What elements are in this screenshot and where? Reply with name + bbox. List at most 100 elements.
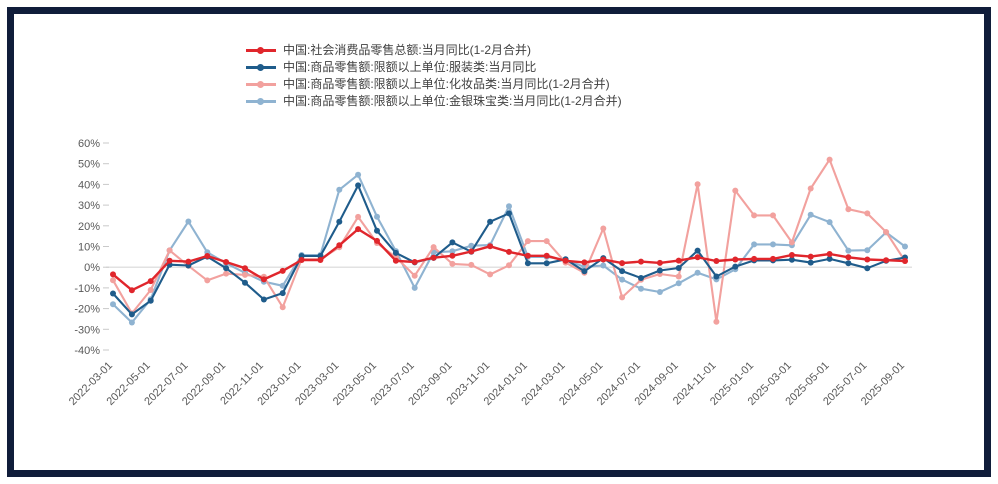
data-point bbox=[204, 253, 211, 259]
line-marker-icon bbox=[246, 47, 276, 55]
data-point bbox=[826, 255, 833, 262]
data-point bbox=[902, 243, 908, 250]
data-point bbox=[656, 289, 663, 295]
data-point bbox=[656, 267, 663, 274]
data-point bbox=[468, 261, 475, 268]
y-axis-label: 30% bbox=[78, 200, 100, 212]
data-point bbox=[807, 185, 814, 192]
data-point bbox=[430, 254, 437, 261]
data-point bbox=[487, 243, 494, 250]
data-point bbox=[166, 257, 173, 264]
data-point bbox=[788, 252, 795, 258]
data-point bbox=[279, 304, 286, 311]
data-point bbox=[694, 269, 701, 276]
data-point bbox=[751, 255, 758, 262]
line-marker-icon bbox=[246, 64, 276, 72]
data-point bbox=[562, 257, 569, 264]
data-point bbox=[506, 203, 512, 210]
data-point bbox=[355, 171, 362, 178]
data-point bbox=[845, 247, 852, 254]
legend-label: 中国:商品零售额:限额以上单位:服装类:当月同比 bbox=[283, 60, 537, 74]
data-point bbox=[694, 181, 701, 188]
data-point bbox=[223, 259, 230, 265]
data-point bbox=[638, 258, 644, 265]
data-point bbox=[147, 287, 154, 293]
y-axis-label: 20% bbox=[78, 221, 100, 233]
data-point bbox=[694, 247, 701, 254]
data-point bbox=[675, 280, 682, 287]
data-point bbox=[524, 238, 531, 245]
data-point bbox=[807, 211, 814, 218]
data-point bbox=[279, 282, 286, 289]
data-point bbox=[619, 260, 626, 267]
data-point bbox=[128, 311, 135, 318]
data-point bbox=[826, 219, 833, 226]
series-line-2 bbox=[111, 158, 907, 323]
data-point bbox=[770, 241, 776, 248]
data-point bbox=[524, 252, 531, 259]
y-axis-label: -10% bbox=[74, 283, 100, 295]
data-point bbox=[732, 187, 739, 194]
data-point bbox=[166, 247, 173, 254]
data-point bbox=[619, 268, 626, 275]
data-point bbox=[355, 226, 362, 233]
data-point bbox=[883, 257, 890, 264]
y-axis-label: -40% bbox=[74, 345, 100, 357]
data-point bbox=[770, 255, 776, 262]
data-point bbox=[110, 271, 116, 278]
data-point bbox=[242, 265, 248, 272]
data-point bbox=[374, 227, 380, 234]
data-point bbox=[223, 270, 230, 277]
data-point bbox=[411, 272, 418, 279]
data-point bbox=[279, 290, 286, 297]
data-point bbox=[185, 258, 192, 265]
data-point bbox=[902, 258, 908, 264]
y-axis-label: 60% bbox=[78, 138, 100, 150]
marker-dot-icon bbox=[257, 98, 264, 106]
data-point bbox=[751, 241, 758, 248]
marker-dot-icon bbox=[257, 47, 264, 55]
data-point bbox=[204, 277, 211, 284]
data-point bbox=[411, 284, 418, 291]
data-point bbox=[147, 278, 154, 285]
data-point bbox=[713, 273, 720, 280]
data-point bbox=[449, 252, 456, 259]
data-point bbox=[242, 271, 248, 278]
data-point bbox=[732, 256, 739, 263]
data-point bbox=[675, 257, 682, 264]
chart-legend: 中国:社会消费品零售总额:当月同比(1-2月合并) 中国:商品零售额:限额以上单… bbox=[246, 42, 622, 110]
data-point bbox=[864, 256, 871, 263]
data-point bbox=[788, 239, 795, 246]
data-point bbox=[147, 297, 154, 304]
data-point bbox=[336, 186, 343, 193]
data-point bbox=[694, 254, 701, 261]
legend-label: 中国:社会消费品零售总额:当月同比(1-2月合并) bbox=[283, 43, 532, 57]
data-point bbox=[449, 239, 456, 246]
data-point bbox=[110, 277, 116, 284]
data-point bbox=[449, 248, 456, 255]
data-point bbox=[619, 294, 626, 301]
legend-label: 中国:商品零售额:限额以上单位:金银珠宝类:当月同比(1-2月合并) bbox=[283, 94, 622, 108]
data-point bbox=[619, 276, 626, 283]
data-point bbox=[864, 265, 871, 272]
data-point bbox=[110, 301, 116, 308]
data-point bbox=[713, 258, 720, 264]
data-point bbox=[468, 242, 475, 249]
legend-label: 中国:商品零售额:限额以上单位:化妆品类:当月同比(1-2月合并) bbox=[283, 77, 610, 91]
data-point bbox=[864, 210, 871, 217]
data-point bbox=[260, 296, 267, 303]
data-point bbox=[732, 263, 739, 270]
legend-item-clothing: 中国:商品零售额:限额以上单位:服装类:当月同比 bbox=[246, 59, 622, 76]
data-point bbox=[600, 256, 607, 263]
data-point bbox=[845, 206, 852, 213]
data-point bbox=[392, 249, 399, 256]
marker-dot-icon bbox=[257, 64, 264, 72]
data-point bbox=[355, 213, 362, 220]
data-point bbox=[770, 212, 776, 219]
data-point bbox=[374, 213, 380, 220]
data-point bbox=[807, 259, 814, 266]
data-point bbox=[355, 182, 362, 189]
data-point bbox=[543, 260, 550, 267]
data-point bbox=[242, 279, 248, 286]
